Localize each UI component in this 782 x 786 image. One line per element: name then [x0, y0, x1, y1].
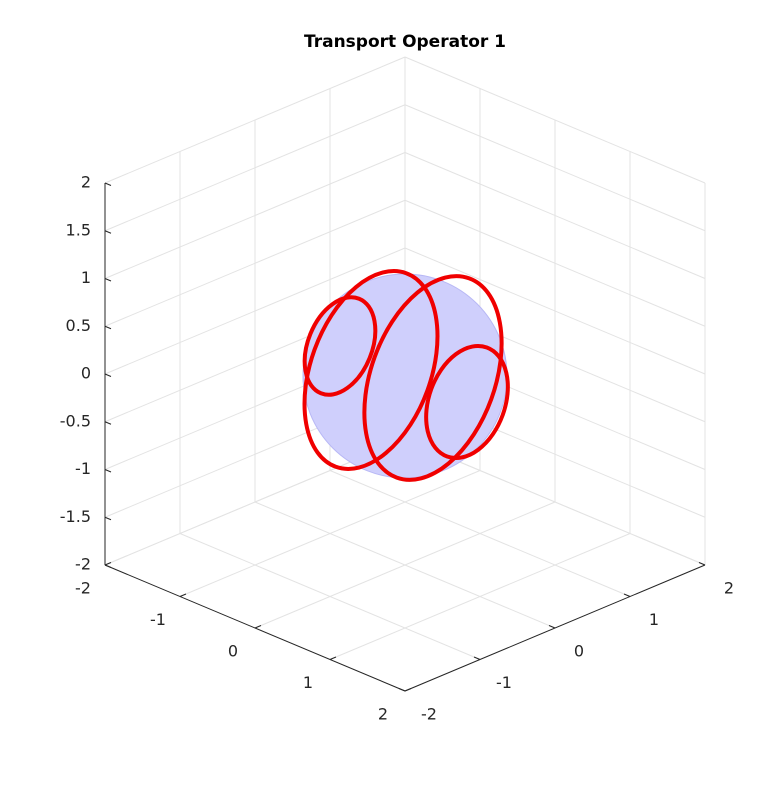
x-tick-label: 1 — [303, 673, 313, 692]
x-tick — [404, 688, 412, 692]
grid-line — [254, 501, 556, 629]
grid-line — [404, 152, 706, 279]
y-tick — [623, 593, 631, 597]
sphere-group — [302, 269, 510, 482]
y-tick — [698, 562, 706, 566]
x-tick-label: -1 — [150, 610, 166, 629]
y-tick — [548, 625, 556, 629]
z-tick-label: 1 — [81, 268, 91, 287]
z-tick-label: -0.5 — [60, 411, 91, 430]
x-tick — [254, 625, 262, 629]
z-tick-label: 2 — [81, 173, 91, 192]
ring — [424, 343, 510, 461]
z-tick-label: -2 — [75, 555, 91, 574]
y-tick — [473, 656, 481, 660]
z-tick-label: 0 — [81, 364, 91, 383]
x-tick — [104, 562, 112, 566]
grid-line — [404, 199, 706, 327]
chart-title: Transport Operator 1 — [304, 32, 506, 52]
z-tick — [104, 182, 112, 186]
x-tick-label: 2 — [378, 705, 388, 724]
grid-line — [404, 104, 706, 232]
grid-line — [104, 247, 406, 375]
grid-line — [329, 470, 631, 597]
z-tick — [104, 325, 112, 330]
y-tick — [398, 688, 406, 692]
grid-line — [404, 247, 706, 375]
z-tick-label: 0.5 — [66, 316, 91, 335]
grid-line — [179, 533, 481, 660]
x-tick — [179, 593, 187, 597]
z-tick — [104, 373, 112, 377]
y-tick-label: 2 — [724, 579, 734, 598]
z-tick-label: -1 — [75, 459, 91, 478]
axis-layer: -2 -1.5 -1 -0.5 0 0.5 1 1.5 2 -2 -1 0 1 2 -2 -1 0 1 2 — [60, 173, 734, 724]
grid-line — [104, 199, 406, 327]
grid-line — [404, 56, 706, 184]
z-tick — [104, 421, 112, 425]
y-tick-label: 0 — [574, 642, 584, 661]
z-tick — [104, 564, 112, 568]
y-tick-label: -2 — [421, 705, 437, 724]
z-tick — [104, 230, 112, 234]
grid-line — [104, 104, 406, 232]
x-tick-label: -2 — [75, 579, 91, 598]
grid-line — [104, 152, 406, 279]
y-tick-label: -1 — [496, 673, 512, 692]
z-tick — [104, 516, 112, 521]
x-tick — [329, 656, 337, 660]
z-tick — [104, 469, 112, 473]
ring — [302, 295, 378, 397]
ring — [302, 269, 440, 471]
z-tick-label: 1.5 — [66, 220, 91, 239]
grid-line — [104, 56, 406, 184]
z-tick — [104, 278, 112, 282]
y-tick-label: 1 — [649, 610, 659, 629]
z-tick-label: -1.5 — [60, 507, 91, 526]
ring — [362, 274, 504, 482]
x-tick-label: 0 — [228, 642, 238, 661]
